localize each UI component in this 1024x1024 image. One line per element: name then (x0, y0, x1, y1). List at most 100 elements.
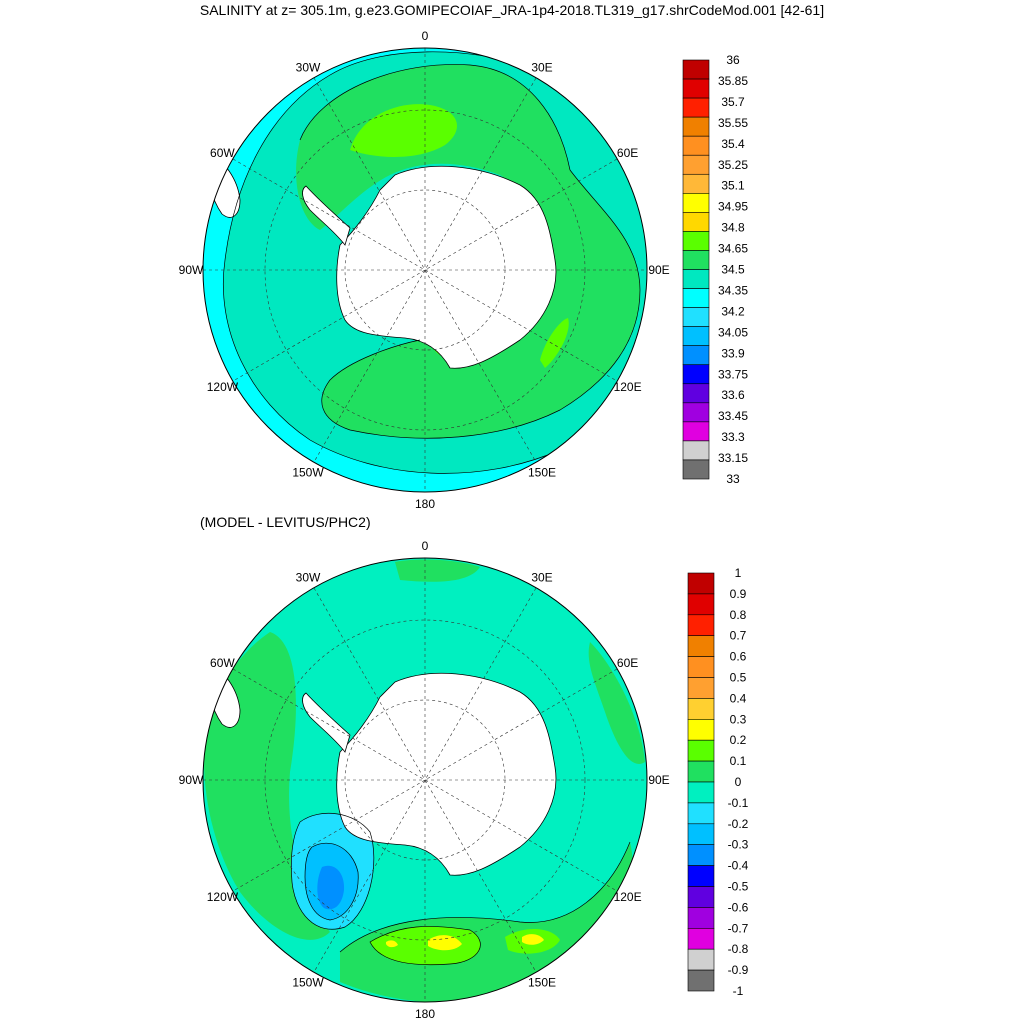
longitude-label: 120W (207, 890, 239, 904)
difference-colorbar: 1 0.9 0.8 0.7 0.6 0.5 0.4 0.3 0.2 0.1 0 -0.1 -0.2 -0.… (687, 566, 749, 998)
longitude-label: 120E (614, 380, 642, 394)
figure-title: SALINITY at z= 305.1m, g.e23.GOMIPECOIAF… (199, 2, 825, 18)
map-boundary-circle (202, 557, 648, 1003)
colorbar-label: 34.2 (721, 304, 745, 318)
colorbar-swatch (682, 116, 710, 137)
longitude-label: 90W (179, 773, 204, 787)
difference-yellow-patch-3 (386, 940, 398, 948)
colorbar-swatch (682, 269, 710, 289)
colorbar-swatch (687, 844, 715, 866)
colorbar-swatch (682, 459, 710, 480)
colorbar-swatch (687, 656, 715, 678)
colorbar-swatch (687, 865, 715, 887)
colorbar-label: 33.3 (721, 430, 745, 444)
colorbar-swatch (682, 345, 710, 366)
difference-yellow-patch-2 (522, 934, 544, 945)
colorbar-label: 34.95 (718, 200, 748, 214)
colorbar-label: 34.5 (721, 263, 745, 277)
longitude-label: 30W (296, 570, 321, 584)
colorbar-label: 33.9 (721, 346, 745, 360)
colorbar-swatch (687, 677, 715, 699)
map-boundary-circle (202, 47, 648, 493)
colorbar-label: -0.8 (728, 942, 749, 956)
colorbar-swatch (682, 59, 710, 80)
colorbar-label: 35.4 (721, 137, 745, 151)
longitude-label: 90E (648, 773, 669, 787)
colorbar-label: 0.8 (730, 608, 747, 622)
difference-map-panel: 0 30E 60E 90E 120E 150E 180 150W 120W 90W 60W 30W 1… (179, 539, 749, 1021)
colorbar-swatch (687, 823, 715, 845)
colorbar-swatch (682, 97, 710, 118)
difference-positive-north (395, 559, 480, 582)
difference-negative-deepest (317, 865, 345, 910)
colorbar-swatch (682, 307, 710, 327)
map-graticule (203, 558, 647, 1002)
colorbar-swatch (687, 760, 715, 783)
longitude-label: 120W (207, 380, 239, 394)
colorbar-swatch (682, 78, 710, 99)
colorbar-label: -0.4 (728, 859, 749, 873)
colorbar-label: -0.3 (728, 838, 749, 852)
colorbar-swatch (682, 173, 710, 194)
colorbar-swatch (687, 802, 715, 825)
colorbar-swatch (682, 231, 710, 251)
colorbar-label: 0.4 (730, 691, 747, 705)
longitude-label: 90E (648, 263, 669, 277)
antarctica-landmass (336, 672, 557, 876)
colorbar-label: 33.75 (718, 367, 748, 381)
colorbar-label: 0 (735, 775, 742, 789)
colorbar-label: 0.6 (730, 650, 747, 664)
colorbar-label: 35.55 (718, 116, 748, 130)
colorbar-label: 34.65 (718, 242, 748, 256)
colorbar-swatch (687, 698, 715, 720)
colorbar-swatch (682, 402, 710, 423)
longitude-label: 60E (617, 146, 638, 160)
longitude-label: 180 (415, 1007, 435, 1021)
colorbar-swatch (687, 927, 715, 950)
longitude-label: 60W (210, 146, 235, 160)
colorbar-label: 35.7 (721, 95, 745, 109)
colorbar-swatch (682, 288, 710, 308)
map-contours (290, 812, 631, 966)
colorbar-label: 0.9 (730, 587, 747, 601)
colorbar-swatch (682, 193, 710, 213)
colorbar-swatch (687, 572, 715, 595)
colorbar-label: -0.9 (728, 963, 749, 977)
longitude-label: 30E (531, 570, 552, 584)
colorbar-label: 33.45 (718, 409, 748, 423)
colorbar-label: 0.3 (730, 712, 747, 726)
colorbar-swatch (682, 250, 710, 270)
colorbar-label: -1 (733, 984, 744, 998)
colorbar-label: 35.1 (721, 179, 745, 193)
antarctic-peninsula (302, 185, 351, 246)
colorbar-swatch (687, 886, 715, 908)
longitude-label: 0 (422, 539, 429, 553)
panel-subtitle: (MODEL - LEVITUS/PHC2) (200, 514, 371, 530)
colorbar-swatch (682, 421, 710, 442)
difference-positive-east (588, 642, 645, 764)
salinity-colorbar: 36 35.85 35.7 35.55 35.4 35.25 35.1 34.95 34.8 34… (682, 53, 748, 486)
longitude-label: 30E (531, 60, 552, 74)
difference-map (203, 558, 647, 1002)
longitude-label: 150W (292, 976, 324, 990)
colorbar-label: -0.1 (728, 796, 749, 810)
map-graticule (203, 48, 647, 492)
longitude-labels: 0 30E 60E 90E 120E 150E 180 150W 120W 90W 60W 30W (179, 29, 670, 511)
colorbar-swatch (687, 969, 715, 992)
colorbar-swatch (687, 635, 715, 657)
colorbar-swatch (682, 364, 710, 385)
longitude-label: 60E (617, 656, 638, 670)
colorbar-label: 33 (726, 472, 740, 486)
colorbar-swatch (687, 614, 715, 637)
colorbar-label: 33.6 (721, 388, 745, 402)
longitude-label: 30W (296, 60, 321, 74)
salinity-high-region-east (540, 318, 569, 368)
colorbar-label: 0.1 (730, 754, 747, 768)
colorbar-swatch (682, 212, 710, 232)
longitude-label: 150W (292, 466, 324, 480)
difference-yellow-patch-1 (428, 935, 462, 951)
antarctica-landmass (336, 165, 557, 369)
salinity-map-panel: 0 30E 60E 90E 120E 150E 180 150W 120W 90W 60W 30W 3… (179, 29, 749, 511)
longitude-label: 150E (528, 466, 556, 480)
colorbar-label: 33.15 (718, 451, 748, 465)
